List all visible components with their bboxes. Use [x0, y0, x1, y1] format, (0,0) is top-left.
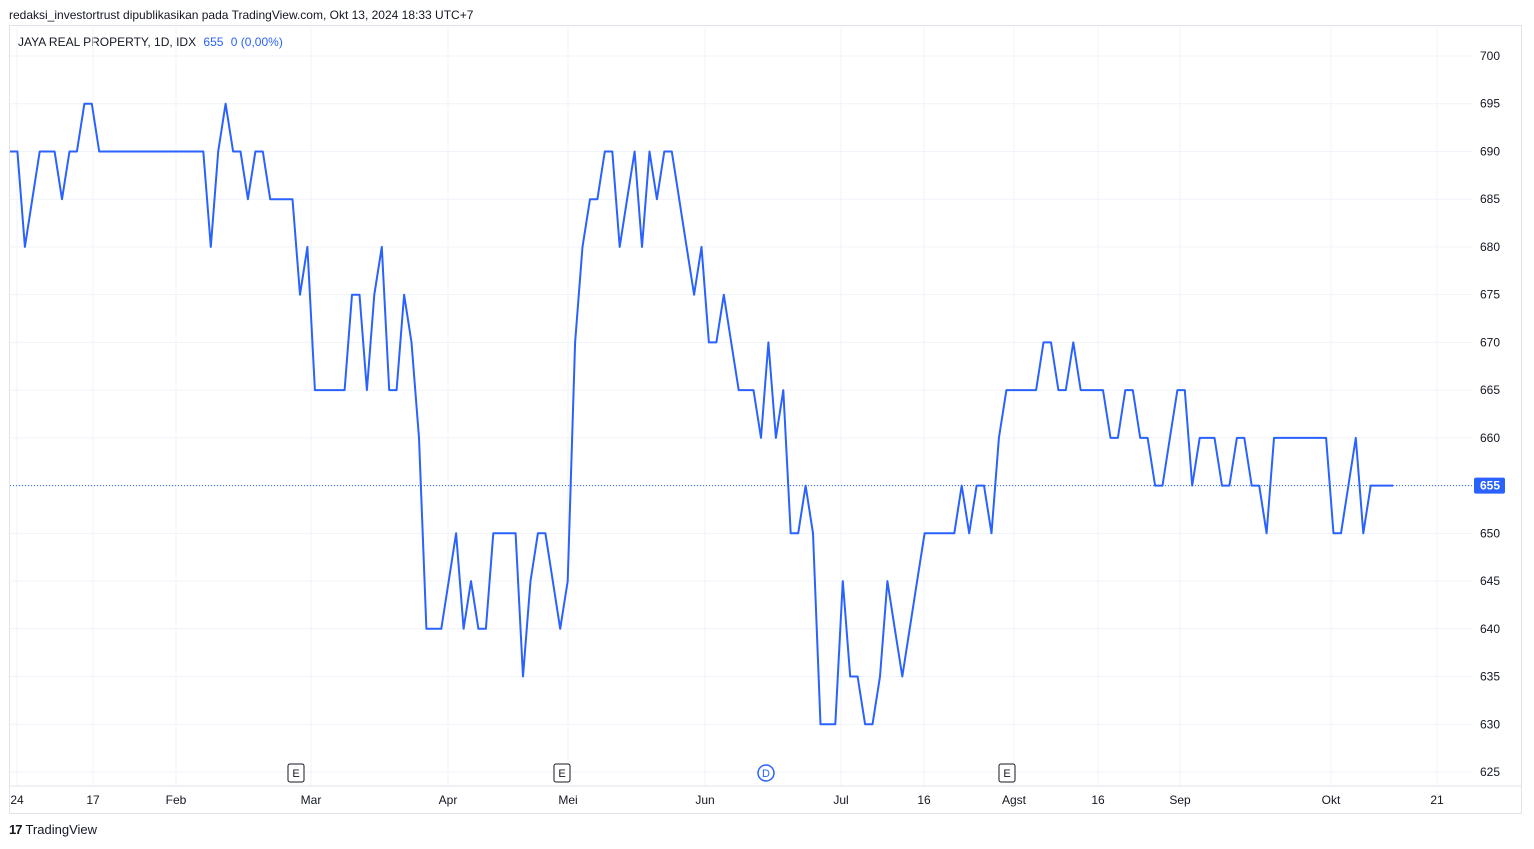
- y-tick-label: 650: [1480, 526, 1500, 540]
- x-tick-label: Feb: [166, 793, 187, 807]
- earnings-marker-icon[interactable]: [287, 763, 305, 783]
- last-price-tag: [1474, 477, 1505, 494]
- x-tick-label: Mei: [558, 793, 577, 807]
- x-tick-label: Mar: [301, 793, 322, 807]
- x-tick-label: 16: [917, 793, 931, 807]
- y-tick-label: 645: [1480, 574, 1500, 588]
- footer: 17 TradingView: [9, 822, 97, 837]
- y-tick-label: 695: [1480, 97, 1500, 111]
- y-tick-label: 640: [1480, 622, 1500, 636]
- last-price-tag-label: 655: [1480, 479, 1500, 493]
- tradingview-logo-icon: 17: [9, 822, 23, 837]
- y-tick-label: 685: [1480, 192, 1500, 206]
- x-tick-label: Jul: [833, 793, 848, 807]
- y-tick-label: 625: [1480, 765, 1500, 779]
- dividend-marker-icon[interactable]: [757, 764, 775, 782]
- x-tick-label: Jun: [695, 793, 714, 807]
- x-tick-label: 17: [86, 793, 100, 807]
- y-tick-label: 660: [1480, 431, 1500, 445]
- publication-attribution: redaksi_investortrust dipublikasikan pad…: [9, 8, 474, 22]
- y-tick-label: 630: [1480, 717, 1500, 731]
- y-tick-label: 670: [1480, 335, 1500, 349]
- x-tick-label: Sep: [1169, 793, 1191, 807]
- legend-change: 0 (0,00%): [230, 35, 283, 49]
- x-tick-label: Okt: [1322, 793, 1341, 807]
- x-tick-label: 16: [1091, 793, 1105, 807]
- x-tick-label: Agst: [1002, 793, 1027, 807]
- earnings-marker-icon[interactable]: [998, 763, 1016, 783]
- chart-frame: [9, 25, 1522, 814]
- legend-symbol: JAYA REAL PROPERTY, 1D, IDX: [18, 35, 197, 49]
- footer-brand: TradingView: [25, 822, 98, 837]
- y-tick-label: 665: [1480, 383, 1500, 397]
- earnings-marker-icon[interactable]: [553, 763, 571, 783]
- x-tick-label: Apr: [439, 793, 458, 807]
- y-tick-label: 675: [1480, 288, 1500, 302]
- x-tick-label: 24: [10, 793, 24, 807]
- earnings-marker-label: E: [292, 768, 299, 780]
- price-series-line[interactable]: [10, 102, 1393, 726]
- symbol-legend: JAYA REAL PROPERTY, 1D, IDX 655 0 (0,00%…: [18, 35, 283, 49]
- earnings-marker-label: E: [1003, 768, 1010, 780]
- y-tick-label: 635: [1480, 670, 1500, 684]
- x-tick-label: 21: [1430, 793, 1444, 807]
- y-tick-label: 680: [1480, 240, 1500, 254]
- y-tick-label: 690: [1480, 144, 1500, 158]
- dividend-marker-label: D: [762, 768, 770, 780]
- legend-last-price: 655: [203, 35, 224, 49]
- earnings-marker-label: E: [558, 768, 565, 780]
- y-tick-label: 700: [1480, 49, 1500, 63]
